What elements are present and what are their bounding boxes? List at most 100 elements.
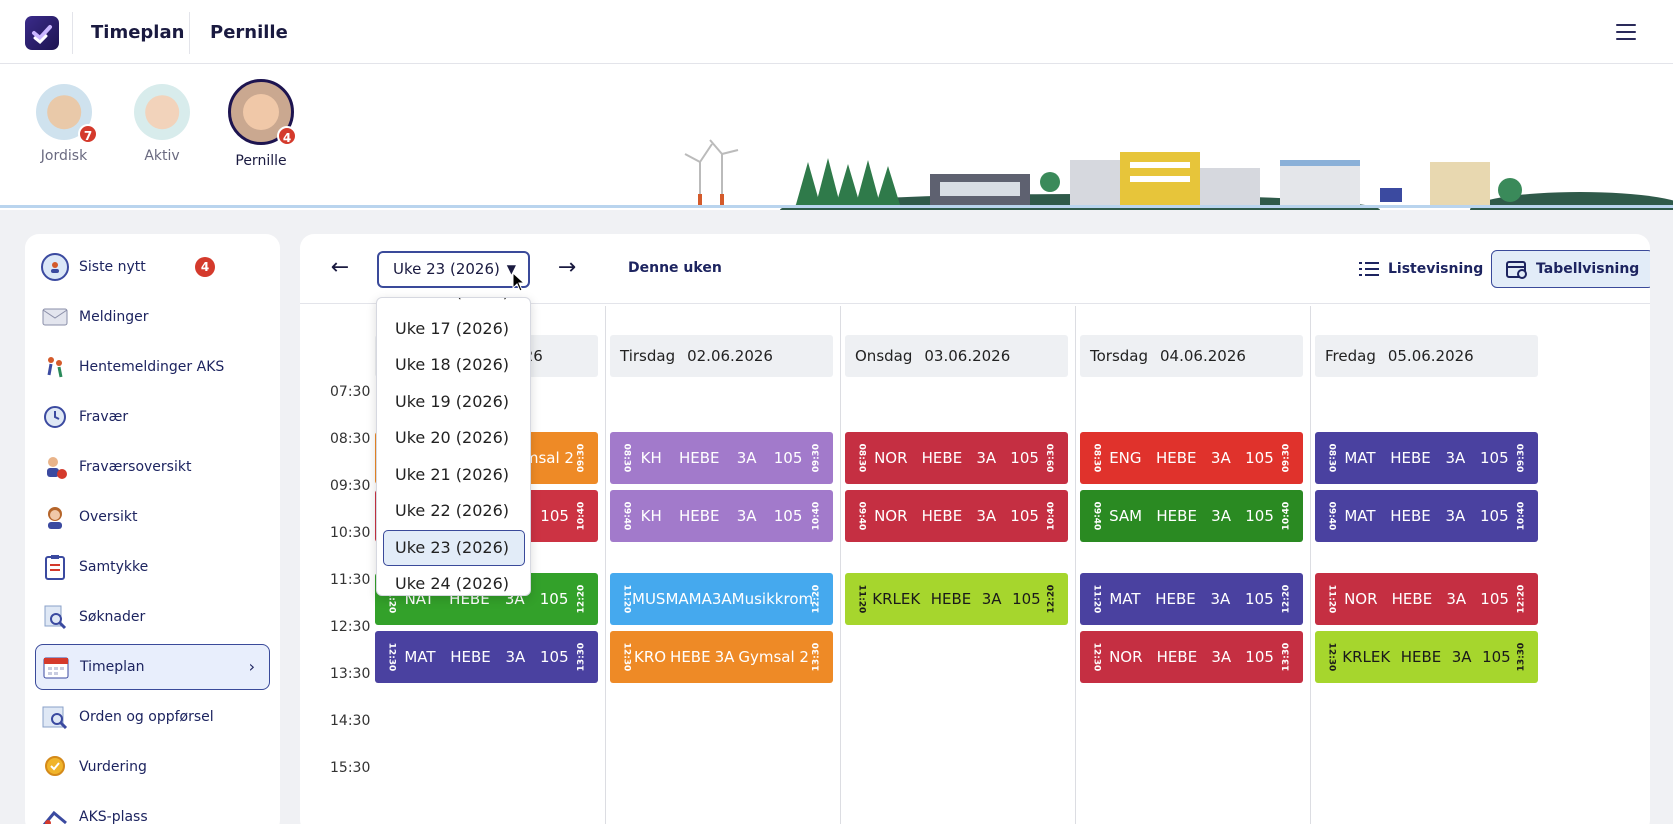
lesson-card[interactable]: 09:40 MAT HEBE 3A 105 10:40: [1315, 490, 1538, 542]
sidebar-item-vurdering[interactable]: Vurdering: [35, 744, 270, 790]
lesson-start-time: 08:30: [856, 443, 867, 473]
lesson-teacher: HEBE: [1156, 648, 1198, 666]
lesson-card[interactable]: 08:30 MAT HEBE 3A 105 09:30: [1315, 432, 1538, 484]
clock-icon: [41, 403, 69, 431]
lesson-card[interactable]: 08:30 KH HEBE 3A 105 09:30: [610, 432, 833, 484]
lesson-class: 3A: [981, 590, 1002, 608]
lesson-card[interactable]: 08:30 ENG HEBE 3A 105 09:30: [1080, 432, 1303, 484]
lesson-card[interactable]: 12:30 MAT HEBE 3A 105 13:30: [375, 631, 598, 683]
lesson-card[interactable]: 11:20 NOR HEBE 3A 105 12:20: [1315, 573, 1538, 625]
lesson-subject: MAT: [1109, 590, 1141, 608]
sidebar-item-soknader[interactable]: Søknader: [35, 594, 270, 640]
lesson-teacher: HEBE: [1391, 590, 1433, 608]
lesson-start-time: 08:30: [1091, 443, 1102, 473]
lesson-subject: MAT: [404, 648, 436, 666]
sidebar-item-label: Orden og oppførsel: [79, 709, 214, 725]
day-header: Tirsdag 02.06.2026: [610, 335, 833, 377]
lesson-room: 105: [1245, 507, 1274, 525]
lesson-card[interactable]: 12:30 KRLEK HEBE 3A 105 13:30: [1315, 631, 1538, 683]
lesson-subject: MAT: [1344, 449, 1376, 467]
lesson-end-time: 12:20: [1516, 584, 1527, 614]
conduct-icon: [41, 703, 69, 731]
week-option[interactable]: Uke 17 (2026): [395, 318, 509, 338]
consent-icon: [41, 553, 69, 581]
sidebar-item-label: Fraværsoversikt: [79, 459, 192, 475]
lesson-card[interactable]: 08:30 NOR HEBE 3A 105 09:30: [845, 432, 1068, 484]
week-option[interactable]: Uke 21 (2026): [395, 464, 509, 484]
menu-icon[interactable]: [1616, 24, 1636, 40]
sidebar-item-orden-og-oppforsel[interactable]: Orden og oppførsel: [35, 694, 270, 740]
child-name: Pernille: [235, 153, 287, 169]
lesson-end-time: 10:40: [1281, 501, 1292, 531]
time-label: 08:30: [330, 431, 371, 447]
lesson-room: 105: [773, 449, 803, 467]
sidebar-item-hentemeldinger-aks[interactable]: Hentemeldinger AKS: [35, 344, 270, 390]
lesson-class: 3A: [1445, 507, 1466, 525]
next-week-button[interactable]: →: [557, 255, 577, 280]
application-icon: [41, 603, 69, 631]
sidebar-item-siste-nytt[interactable]: Siste nytt 4: [35, 244, 270, 290]
lesson-end-time: 12:20: [1046, 584, 1057, 614]
calendar-icon: [42, 653, 70, 681]
week-option[interactable]: Uke 18 (2026): [395, 355, 509, 374]
lesson-card[interactable]: 12:30 NOR HEBE 3A 105 13:30: [1080, 631, 1303, 683]
lesson-subject: MAT: [1344, 507, 1376, 525]
lesson-subject: KH: [640, 449, 662, 467]
lesson-start-time: 09:40: [1091, 501, 1102, 531]
sidebar: Siste nytt 4 Meldinger Hentemeldinger AK…: [25, 234, 280, 824]
lesson-card[interactable]: 09:40 SAM HEBE 3A 105 10:40: [1080, 490, 1303, 542]
selected-child-name: Pernille: [210, 22, 288, 43]
lesson-class: 3A: [1446, 590, 1467, 608]
child-pernille[interactable]: 4 Pernille: [221, 79, 301, 169]
day-date: 03.06.2026: [924, 347, 1011, 365]
week-option[interactable]: Uke 23 (2026): [383, 529, 525, 566]
week-option[interactable]: Uke 20 (2026): [395, 428, 509, 447]
lesson-card[interactable]: 09:40 NOR HEBE 3A 105 10:40: [845, 490, 1068, 542]
week-select[interactable]: Uke 23 (2026) ▼: [377, 251, 530, 288]
week-select-value: Uke 23 (2026): [393, 260, 500, 278]
lesson-teacher: HEBE: [921, 507, 963, 525]
timetable-toolbar: ← Uke 23 (2026) ▼ → Denne uken Listevisn…: [300, 234, 1650, 304]
lesson-teacher: HEBE: [1400, 648, 1442, 666]
sidebar-item-samtykke[interactable]: Samtykke: [35, 544, 270, 590]
week-option[interactable]: Uke 19 (2026): [395, 391, 509, 411]
table-view-button[interactable]: Tabellvisning: [1491, 250, 1650, 288]
day-name: Onsdag: [855, 347, 913, 365]
lesson-start-time: 08:30: [621, 443, 632, 473]
previous-week-button[interactable]: ←: [330, 255, 350, 280]
lesson-card[interactable]: 09:40 KH HEBE 3A 105 10:40: [610, 490, 833, 542]
lesson-room: Gymsal 2: [738, 648, 809, 666]
lesson-card[interactable]: 11:20 MAT HEBE 3A 105 12:20: [1080, 573, 1303, 625]
sidebar-item-aks-plass[interactable]: AKS-plass: [35, 794, 270, 824]
lesson-room: 105: [1010, 449, 1039, 467]
lesson-teacher: HEBE: [450, 648, 491, 666]
app-logo-icon[interactable]: [25, 16, 59, 50]
lesson-end-time: 09:30: [1046, 443, 1057, 473]
lesson-class: 3A: [736, 449, 757, 467]
week-option[interactable]: Uke 16 (2026): [383, 298, 525, 310]
lesson-card[interactable]: 11:20 MUS MAMA 3A Musikkrom 12:20: [610, 573, 833, 625]
sidebar-item-meldinger[interactable]: Meldinger: [35, 294, 270, 340]
this-week-link[interactable]: Denne uken: [628, 260, 722, 276]
sidebar-item-fravaer[interactable]: Fravær: [35, 394, 270, 440]
lesson-start-time: 12:30: [386, 642, 397, 672]
week-option[interactable]: Uke 22 (2026): [395, 501, 509, 520]
header-divider: [72, 12, 73, 54]
lesson-start-time: 11:20: [856, 584, 867, 614]
sidebar-item-fravaersoversikt[interactable]: Fraværsoversikt: [35, 444, 270, 490]
time-label: 14:30: [330, 713, 371, 729]
child-jordisk[interactable]: 7 Jordisk: [24, 84, 104, 164]
sidebar-item-timeplan[interactable]: Timeplan ›: [35, 644, 270, 690]
week-option[interactable]: Uke 24 (2026): [395, 574, 509, 593]
lesson-subject: NOR: [1344, 590, 1378, 608]
lesson-room: 105: [1480, 590, 1509, 608]
sidebar-item-label: AKS-plass: [79, 809, 148, 824]
lesson-card[interactable]: 11:20 KRLEK HEBE 3A 105 12:20: [845, 573, 1068, 625]
child-aktiv[interactable]: Aktiv: [122, 84, 202, 164]
day-date: 02.06.2026: [687, 347, 773, 365]
town-scenery-illustration: [684, 139, 1673, 210]
sidebar-item-oversikt[interactable]: Oversikt: [35, 494, 270, 540]
list-view-button[interactable]: Listevisning: [1344, 250, 1497, 288]
lesson-card[interactable]: 12:30 KRO HEBE 3A Gymsal 2 13:30: [610, 631, 833, 683]
lesson-class: 3A: [1445, 449, 1466, 467]
